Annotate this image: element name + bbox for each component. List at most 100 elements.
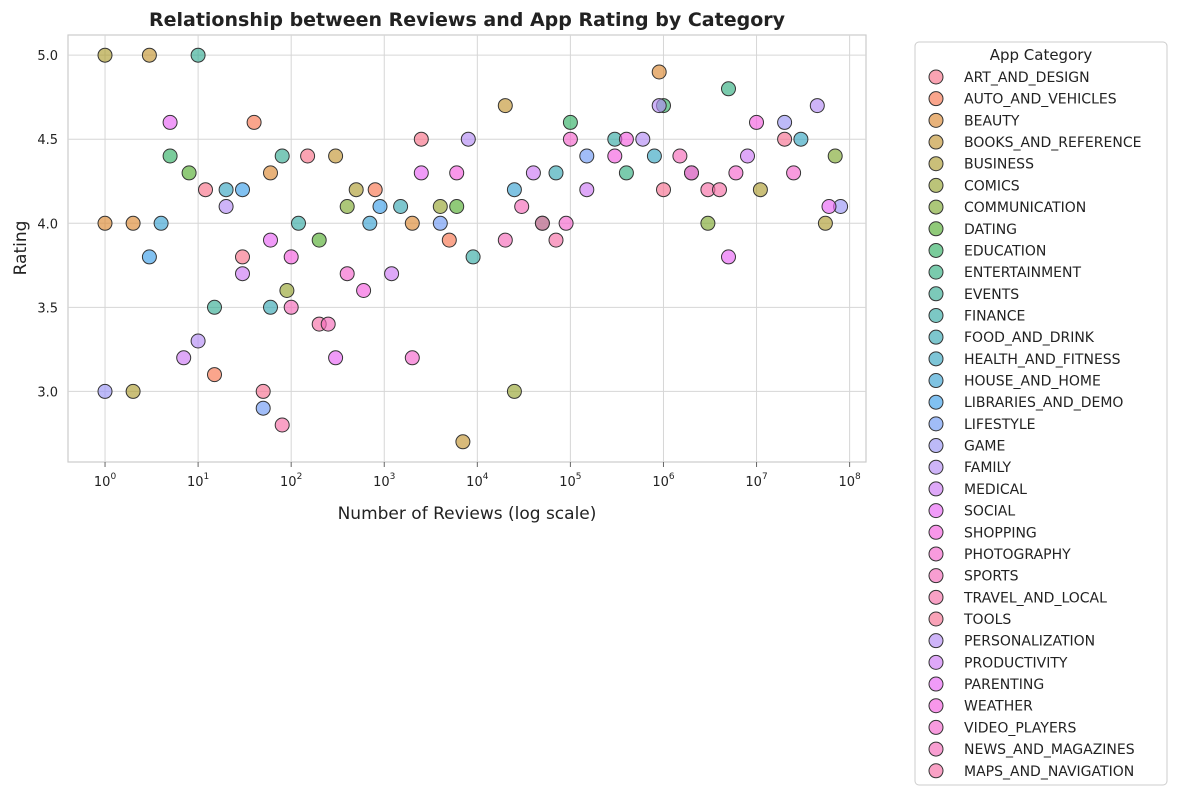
data-point [740, 148, 755, 164]
data-point [263, 299, 278, 315]
data-point [635, 131, 651, 147]
legend-label: GAME [964, 439, 1005, 455]
data-point [525, 165, 541, 181]
data-point [817, 215, 833, 231]
legend-marker [928, 741, 944, 757]
data-point [700, 215, 716, 231]
data-point [460, 131, 476, 147]
y-tick-label: 4.5 [37, 133, 58, 148]
legend-label: WEATHER [964, 699, 1033, 715]
data-point [514, 199, 530, 214]
data-point [283, 299, 299, 315]
data-point [607, 148, 623, 164]
y-tick-label: 3.5 [37, 301, 58, 316]
data-point [684, 165, 699, 181]
legend-marker [928, 264, 944, 280]
data-point [384, 266, 400, 282]
legend-marker [928, 611, 944, 627]
legend-marker [928, 459, 944, 475]
data-point [672, 148, 688, 164]
data-point [274, 148, 290, 164]
data-point [356, 283, 372, 298]
legend-marker [928, 698, 944, 714]
data-point [198, 182, 213, 198]
legend-label: FOOD_AND_DRINK [964, 330, 1095, 346]
legend-marker [928, 221, 944, 237]
legend-marker [928, 654, 944, 670]
data-point [749, 114, 764, 130]
legend-marker [928, 503, 944, 519]
legend-marker [928, 242, 944, 258]
data-point [809, 98, 825, 114]
plot-area [67, 34, 867, 463]
legend-label: LIBRARIES_AND_DEMO [964, 395, 1123, 411]
data-point [548, 232, 564, 248]
y-tick-label: 5.0 [37, 49, 58, 64]
legend-label: TRAVEL_AND_LOCAL [963, 590, 1107, 606]
data-point [362, 215, 378, 231]
legend-marker [928, 307, 944, 323]
data-point [348, 182, 364, 198]
data-point [97, 383, 113, 399]
data-point [207, 367, 222, 383]
legend-marker [928, 589, 944, 605]
data-point [162, 114, 178, 130]
x-tick-label: 100 [94, 472, 117, 490]
legend-label: VIDEO_PLAYERS [964, 720, 1077, 736]
data-point [404, 215, 420, 231]
data-point [97, 215, 113, 231]
legend-label: MEDICAL [964, 482, 1027, 498]
legend-marker [928, 156, 944, 172]
legend-marker [928, 199, 944, 215]
legend-label: PARENTING [964, 677, 1044, 693]
legend-label: MAPS_AND_NAVIGATION [964, 764, 1134, 780]
data-point [579, 182, 595, 198]
legend-label: EDUCATION [964, 243, 1046, 259]
legend-label: SHOPPING [964, 525, 1037, 541]
data-point [548, 165, 564, 181]
data-point [235, 266, 250, 282]
data-point [339, 199, 355, 214]
data-point [562, 114, 578, 130]
x-tick-label: 104 [466, 472, 489, 490]
x-tick-label: 108 [838, 472, 861, 490]
legend-marker [928, 546, 944, 562]
data-point [311, 232, 327, 248]
legend-label: PRODUCTIVITY [964, 655, 1068, 671]
legend-label: SOCIAL [964, 504, 1015, 520]
data-point [235, 249, 250, 265]
data-point [413, 131, 429, 147]
x-tick-label: 107 [745, 472, 767, 490]
y-axis-ticks: 3.0 3.5 4.0 4.5 5.0 [37, 49, 58, 400]
legend-marker [928, 112, 944, 128]
legend-marker [928, 438, 944, 454]
legend-label: COMICS [964, 178, 1020, 194]
data-point [646, 148, 662, 164]
data-point [279, 283, 295, 298]
data-point [367, 182, 383, 198]
data-point [413, 165, 429, 181]
data-point [449, 165, 465, 181]
legend-label: COMMUNICATION [964, 200, 1086, 216]
legend-label: NEWS_AND_MAGAZINES [964, 742, 1135, 758]
legend-label: BEAUTY [964, 113, 1020, 129]
data-point [263, 165, 278, 181]
data-point [441, 232, 457, 248]
legend-marker [928, 763, 944, 779]
data-point [728, 165, 744, 181]
data-point [162, 148, 178, 164]
x-tick-label: 105 [559, 472, 581, 490]
data-point [465, 249, 481, 265]
data-point [506, 383, 522, 399]
data-point [449, 199, 465, 214]
legend: App Category ART_AND_DESIGN AUTO_AND_VEHI… [914, 41, 1168, 786]
legend-marker [928, 633, 944, 649]
data-point [558, 215, 574, 231]
data-point [255, 400, 271, 416]
data-point [125, 215, 141, 231]
x-tick-label: 103 [373, 472, 395, 490]
data-point [404, 350, 420, 366]
data-point [141, 47, 157, 63]
